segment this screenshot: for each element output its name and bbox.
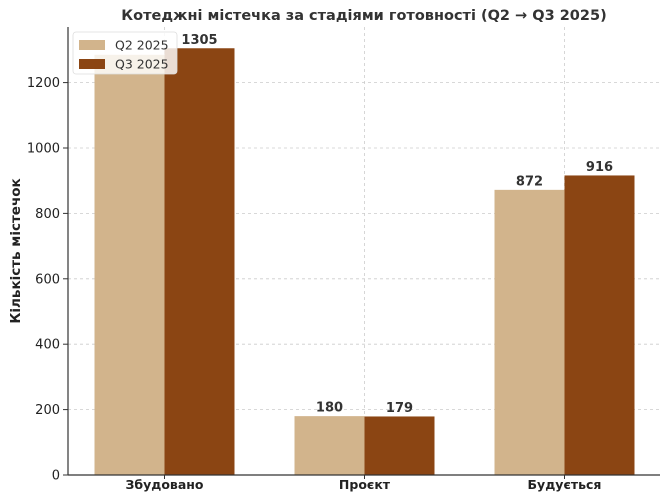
y-tick-label: 0 bbox=[52, 469, 60, 484]
bar bbox=[564, 175, 635, 476]
y-tick-label: 600 bbox=[35, 272, 60, 287]
bar bbox=[364, 416, 435, 475]
bar bbox=[294, 416, 365, 475]
x-ticks: Збудовано Проєкт Будується bbox=[125, 475, 601, 492]
legend: Q2 2025 Q3 2025 bbox=[72, 31, 178, 75]
y-tick-label: 1000 bbox=[27, 141, 60, 156]
x-tick-label: Збудовано bbox=[125, 477, 203, 492]
y-tick-label: 1200 bbox=[27, 76, 60, 91]
data-label: 180 bbox=[316, 401, 343, 416]
legend-entry: Q2 2025 bbox=[115, 38, 169, 53]
bars bbox=[94, 48, 635, 476]
data-label: 179 bbox=[386, 401, 413, 416]
bar bbox=[94, 54, 165, 475]
chart-title: Котеджні містечка за стадіями готовності… bbox=[121, 8, 606, 24]
legend-entry: Q3 2025 bbox=[115, 57, 169, 72]
data-label: 872 bbox=[516, 174, 543, 189]
legend-swatch bbox=[79, 40, 105, 50]
y-ticks: 0 200 400 600 800 1000 1200 bbox=[27, 76, 68, 484]
data-label: 916 bbox=[586, 160, 613, 175]
y-tick-label: 400 bbox=[35, 338, 60, 353]
legend-swatch bbox=[79, 59, 105, 69]
data-labels: 1305 180 179 872 916 bbox=[181, 33, 613, 416]
bar bbox=[164, 48, 235, 476]
y-axis-label: Кількість містечок bbox=[8, 178, 24, 323]
y-tick-label: 200 bbox=[35, 403, 60, 418]
data-label: 1305 bbox=[181, 33, 217, 48]
y-tick-label: 800 bbox=[35, 207, 60, 222]
x-tick-label: Будується bbox=[528, 477, 602, 492]
x-tick-label: Проєкт bbox=[339, 477, 391, 492]
bar bbox=[494, 189, 565, 475]
